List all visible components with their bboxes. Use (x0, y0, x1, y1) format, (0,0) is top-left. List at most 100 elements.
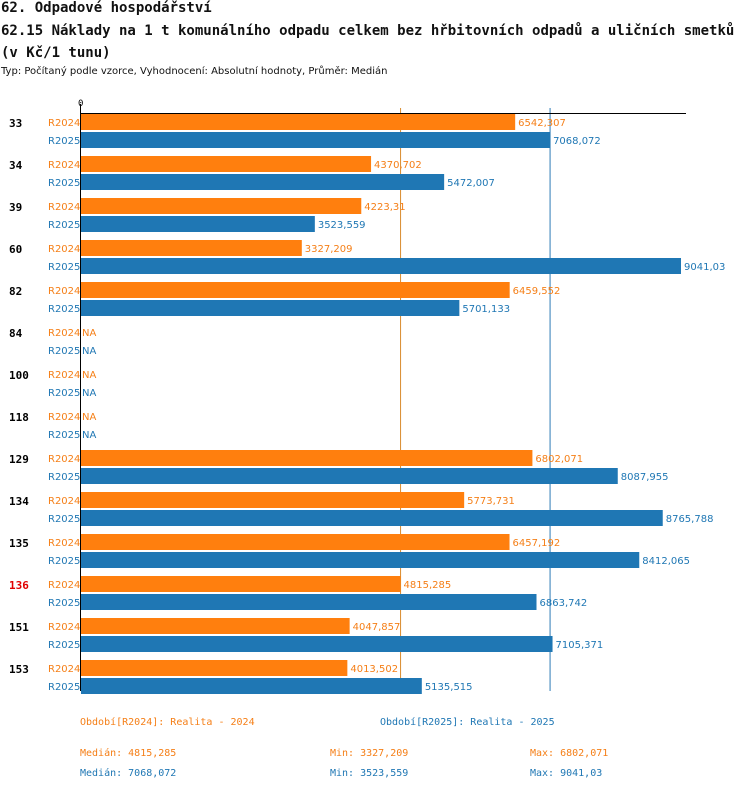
data-label: NA (82, 430, 96, 441)
series-label: R2024 (48, 664, 80, 675)
data-label: 6542,307 (518, 118, 566, 129)
data-label: 3327,209 (305, 244, 353, 255)
data-label: NA (82, 370, 96, 381)
section-title: 62. Odpadové hospodářství (1, 0, 212, 16)
data-label: 3523,559 (318, 220, 366, 231)
category-label: 153 (9, 663, 29, 676)
bar-r2024 (81, 114, 516, 130)
stat-max-r2025: Max: 9041,03 (530, 768, 603, 779)
category-label: 34 (9, 159, 23, 172)
series-label: R2024 (48, 160, 80, 171)
bar-r2025 (81, 510, 663, 526)
category-label: 151 (9, 621, 29, 634)
series-label: R2024 (48, 202, 80, 213)
series-label: R2025 (48, 136, 80, 147)
data-label: 6457,192 (513, 538, 561, 549)
bar-r2024 (81, 450, 533, 466)
bar-r2025 (81, 678, 422, 694)
stat-median-r2024: Medián: 4815,285 (80, 748, 177, 759)
bar-r2025 (81, 594, 537, 610)
series-label: R2024 (48, 118, 80, 129)
series-label: R2025 (48, 178, 80, 189)
category-label: 129 (9, 453, 29, 466)
data-label: 5135,515 (425, 682, 473, 693)
series-label: R2024 (48, 328, 80, 339)
bar-r2024 (81, 198, 362, 214)
bar-r2024 (81, 618, 350, 634)
series-label: R2025 (48, 346, 80, 357)
stat-max-r2024: Max: 6802,071 (530, 748, 609, 759)
data-label: 6863,742 (540, 598, 588, 609)
legend-r2025: Období[R2025]: Realita - 2025 (380, 717, 555, 728)
bar-r2025 (81, 216, 315, 232)
stat-min-r2025: Min: 3523,559 (330, 768, 409, 779)
data-label: 7105,371 (556, 640, 604, 651)
series-label: R2025 (48, 682, 80, 693)
data-label: 8087,955 (621, 472, 669, 483)
bar-r2024 (81, 282, 510, 298)
category-label: 118 (9, 411, 29, 424)
series-label: R2025 (48, 556, 80, 567)
data-label: 5773,731 (467, 496, 515, 507)
data-label: 5472,007 (447, 178, 495, 189)
category-label: 134 (9, 495, 29, 508)
data-label: 9041,03 (684, 262, 725, 273)
category-label: 60 (9, 243, 22, 256)
series-label: R2024 (48, 538, 80, 549)
bar-r2024 (81, 240, 302, 256)
category-label: 33 (9, 117, 22, 130)
bar-r2025 (81, 174, 445, 190)
data-label: 4013,502 (350, 664, 398, 675)
series-label: R2025 (48, 388, 80, 399)
stat-min-r2024: Min: 3327,209 (330, 748, 409, 759)
bar-r2025 (81, 636, 553, 652)
series-label: R2024 (48, 286, 80, 297)
bar-r2025 (81, 132, 551, 148)
category-label: 39 (9, 201, 22, 214)
data-label: 4223,31 (364, 202, 405, 213)
stat-median-r2025: Medián: 7068,072 (80, 768, 177, 779)
bar-r2025 (81, 468, 618, 484)
series-label: R2025 (48, 598, 80, 609)
data-label: 4815,285 (404, 580, 452, 591)
data-label: 4370,702 (374, 160, 422, 171)
series-label: R2024 (48, 412, 80, 423)
bar-r2024 (81, 534, 510, 550)
data-label: NA (82, 328, 96, 339)
bar-r2024 (81, 156, 372, 172)
data-label: 6459,552 (513, 286, 561, 297)
data-label: 5701,133 (462, 304, 510, 315)
series-label: R2024 (48, 454, 80, 465)
x-axis-tick-label: 0 (78, 99, 83, 109)
category-label: 84 (9, 327, 23, 340)
series-label: R2025 (48, 220, 80, 231)
series-label: R2024 (48, 244, 80, 255)
bar-r2024 (81, 492, 465, 508)
series-label: R2025 (48, 304, 80, 315)
indicator-title: 62.15 Náklady na 1 t komunálního odpadu … (1, 23, 735, 61)
bar-r2025 (81, 258, 681, 274)
data-label: 8412,065 (642, 556, 690, 567)
series-label: R2025 (48, 514, 80, 525)
category-label: 82 (9, 285, 22, 298)
bar-r2025 (81, 300, 460, 316)
series-label: R2025 (48, 262, 80, 273)
data-label: 8765,788 (666, 514, 714, 525)
data-label: 4047,857 (353, 622, 401, 633)
bar-r2024 (81, 576, 401, 592)
series-label: R2024 (48, 496, 80, 507)
data-label: NA (82, 346, 96, 357)
series-label: R2025 (48, 640, 80, 651)
legend-r2024: Období[R2024]: Realita - 2024 (80, 717, 255, 728)
bar-r2025 (81, 552, 640, 568)
series-label: R2024 (48, 370, 80, 381)
series-label: R2025 (48, 430, 80, 441)
indicator-meta: Typ: Počítaný podle vzorce, Vyhodnocení:… (1, 66, 388, 77)
category-label: 100 (9, 369, 29, 382)
data-label: 7068,072 (553, 136, 601, 147)
data-label: 6802,071 (535, 454, 583, 465)
series-label: R2024 (48, 622, 80, 633)
series-label: R2024 (48, 580, 80, 591)
category-label: 136 (9, 579, 29, 592)
